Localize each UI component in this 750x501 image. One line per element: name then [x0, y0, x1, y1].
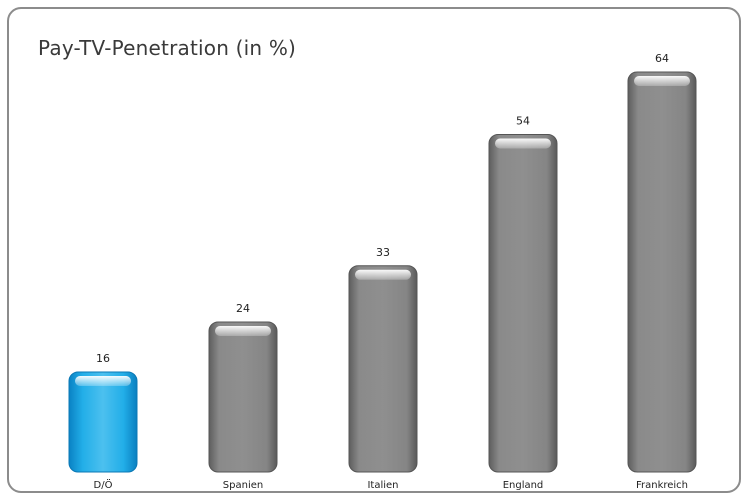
- category-label: Frankreich: [636, 480, 688, 491]
- bar-highlight: [495, 138, 551, 149]
- bar-england: [488, 134, 558, 473]
- value-label: 64: [655, 52, 669, 65]
- bar-highlight: [634, 76, 690, 86]
- bar-italien: [348, 265, 418, 473]
- bar-frankreich: [627, 71, 697, 473]
- bar-highlight: [355, 269, 411, 280]
- value-label: 16: [96, 352, 110, 365]
- bar-d-: [68, 371, 138, 473]
- chart-title: Pay-TV-Penetration (in %): [38, 36, 297, 60]
- category-label: Spanien: [223, 480, 263, 491]
- value-label: 24: [236, 302, 250, 315]
- category-label: D/Ö: [94, 478, 113, 491]
- bar-highlight: [215, 326, 271, 336]
- category-label: England: [503, 480, 544, 491]
- bar-spanien: [208, 321, 278, 473]
- value-label: 33: [376, 246, 390, 259]
- bar-highlight: [75, 376, 131, 386]
- category-label: Italien: [367, 480, 398, 491]
- value-label: 54: [516, 115, 530, 128]
